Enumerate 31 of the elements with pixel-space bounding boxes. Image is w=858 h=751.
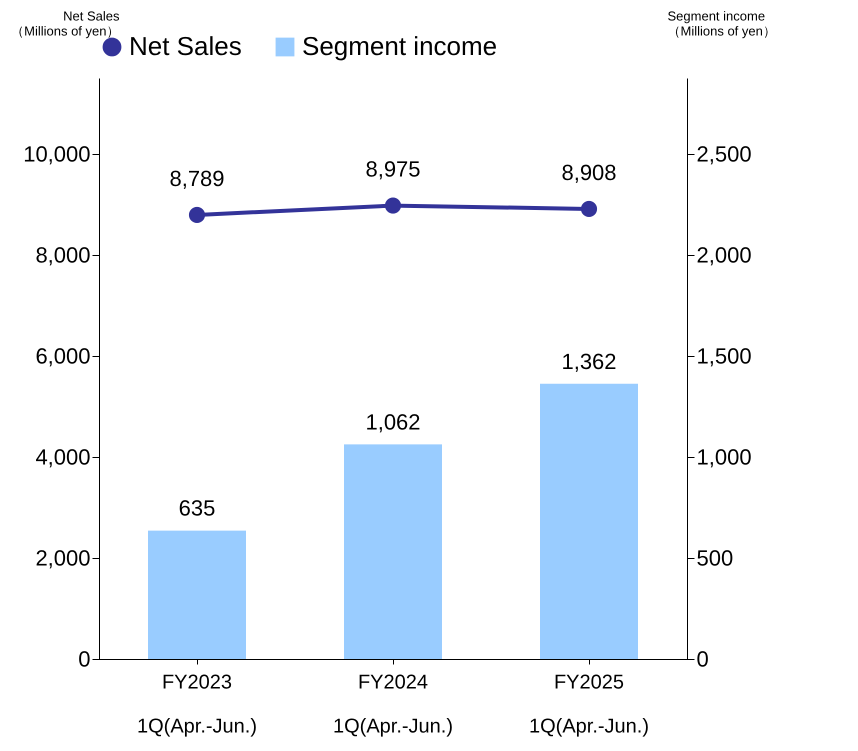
data-label: 8,789: [169, 166, 225, 191]
data-label: 8,908: [561, 160, 617, 185]
bar: [148, 530, 246, 659]
point: [580, 200, 598, 217]
bar: [344, 444, 442, 659]
legend-label: Segment income: [302, 31, 498, 61]
y-tick-label: 10,000: [23, 141, 90, 166]
y-axis-title: Net Sales （Millions of yen）: [11, 8, 120, 38]
x-tick-label: FY2024 1Q(Apr.-Jun.): [332, 672, 454, 738]
data-label: 1,062: [365, 409, 421, 434]
y2-tick-label: 2,000: [696, 242, 752, 268]
y2-tick-label: 1,500: [696, 343, 752, 368]
y2-tick-label: 1,000: [696, 444, 752, 470]
bar: [540, 384, 638, 659]
y-tick-label: 0: [78, 646, 90, 672]
y2-tick-label: 500: [696, 545, 734, 570]
point: [188, 206, 206, 224]
y-tick-label: 8,000: [35, 242, 90, 268]
y-tick-label: 6,000: [35, 343, 90, 368]
x-tick-label: FY2025 1Q(Apr.-Jun.): [528, 672, 650, 738]
y-tick-label: 4,000: [35, 444, 90, 470]
data-label: 635: [178, 496, 216, 521]
point: [384, 198, 402, 214]
y2-axis-title: Segment income （Millions of yen）: [668, 8, 776, 38]
data-label: 8,975: [365, 156, 421, 182]
legend-label: Net Sales: [129, 31, 242, 61]
x-tick-label: FY2023 1Q(Apr.-Jun.): [136, 672, 258, 738]
data-label: 1,362: [561, 348, 617, 374]
y2-tick-label: 0: [696, 646, 709, 672]
y-tick-label: 2,000: [35, 545, 90, 570]
y2-tick-label: 2,500: [696, 141, 752, 166]
